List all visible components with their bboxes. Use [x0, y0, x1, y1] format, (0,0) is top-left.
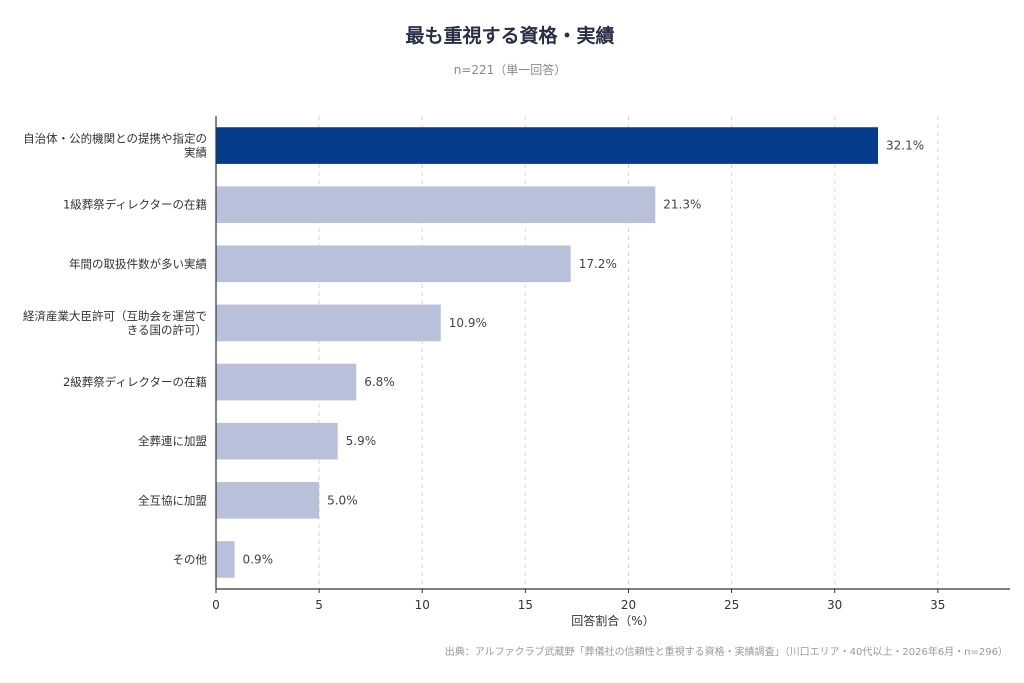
bar [216, 481, 320, 519]
source-note: 出典：アルファクラブ武蔵野「葬儀社の信頼性と重視する資格・実績調査」（川口エリア… [445, 645, 1008, 658]
bar [216, 304, 441, 342]
data-label: 10.9% [449, 316, 487, 330]
category-label: 経済産業大臣許可（互助会を運営で [23, 309, 207, 323]
category-label: 自治体・公的機関との提携や指定の [23, 132, 207, 146]
x-axis-title: 回答割合（%） [571, 613, 654, 628]
bar [216, 422, 338, 460]
category-label: きる国の許可） [127, 323, 207, 337]
x-tick-label: 20 [621, 598, 636, 612]
x-tick-label: 25 [724, 598, 739, 612]
x-tick-label: 5 [315, 598, 323, 612]
bar [216, 186, 656, 224]
category-label: 実績 [184, 146, 207, 160]
data-label: 5.9% [346, 434, 377, 448]
bar [216, 541, 235, 578]
category-label: 2級葬祭ディレクターの在籍 [63, 375, 207, 389]
data-label: 5.0% [327, 493, 358, 507]
chart-title: 最も重視する資格・実績 [405, 24, 614, 47]
chart-subtitle: n=221（単一回答） [454, 62, 567, 77]
category-label: 1級葬祭ディレクターの在籍 [63, 198, 207, 212]
x-tick-label: 30 [827, 598, 842, 612]
category-label: 全互協に加盟 [138, 493, 207, 507]
bar [216, 363, 357, 401]
bar [216, 127, 879, 164]
data-label: 0.9% [243, 552, 274, 566]
bars: 32.1% 21.3% 17.2% 10.9% 6.8% 5.9% 5.0% 0.9% [216, 127, 924, 578]
x-tick-label: 15 [518, 598, 533, 612]
data-label: 32.1% [886, 139, 924, 153]
data-label: 6.8% [364, 375, 395, 389]
category-label: 年間の取扱件数が多い実績 [69, 257, 207, 271]
data-label: 17.2% [579, 257, 617, 271]
category-label: 全葬連に加盟 [138, 434, 207, 448]
category-label: その他 [173, 552, 208, 566]
x-tick-label: 10 [415, 598, 430, 612]
x-tick-label: 0 [212, 598, 220, 612]
bar [216, 245, 571, 283]
x-tick-labels: 0 5 10 15 20 25 30 35 [212, 589, 945, 612]
x-tick-label: 35 [930, 598, 945, 612]
data-label: 21.3% [663, 198, 701, 212]
